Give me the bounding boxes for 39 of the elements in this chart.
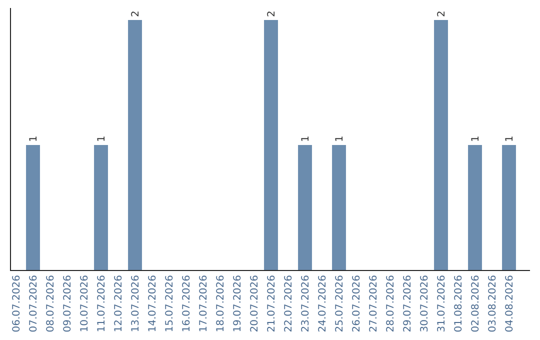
x-tick-label: 15.07.2026 — [164, 275, 176, 332]
x-tick-label: 06.07.2026 — [12, 275, 22, 332]
data-label: 1 — [504, 136, 516, 142]
x-tick-label: 18.07.2026 — [216, 275, 226, 332]
x-tick-label: 12.07.2026 — [114, 275, 124, 332]
x-tick-label: 24.07.2026 — [318, 275, 328, 332]
data-label: 1 — [96, 136, 108, 142]
x-tick-label: 07.07.2026 — [28, 275, 40, 332]
x-tick-label: 02.08.2026 — [470, 275, 482, 332]
x-tick-label: 10.07.2026 — [80, 275, 90, 332]
x-tick-label: 28.07.2026 — [386, 275, 396, 332]
x-tick-label: 04.08.2026 — [504, 275, 516, 332]
x-tick-label: 23.07.2026 — [300, 275, 312, 332]
x-tick-label: 27.07.2026 — [368, 275, 380, 332]
x-tick-label: 13.07.2026 — [130, 275, 142, 332]
x-tick-label: 26.07.2026 — [352, 275, 362, 332]
x-tick-label: 20.07.2026 — [250, 275, 260, 332]
data-label: 1 — [334, 136, 346, 142]
data-label: 1 — [300, 136, 312, 142]
x-tick-label: 22.07.2026 — [284, 275, 294, 332]
data-label: 2 — [436, 10, 448, 17]
x-tick-label: 19.07.2026 — [232, 275, 244, 332]
x-tick-label: 09.07.2026 — [62, 275, 74, 332]
x-tick-label: 31.07.2026 — [436, 275, 448, 332]
x-tick-label: 03.08.2026 — [488, 275, 498, 332]
x-tick-label: 30.07.2026 — [420, 275, 430, 332]
x-tick-label: 16.07.2026 — [182, 275, 192, 332]
x-tick-label: 17.07.2026 — [198, 275, 210, 332]
data-label: 2 — [266, 10, 278, 17]
x-tick-label: 29.07.2026 — [402, 275, 414, 332]
x-tick-label: 25.07.2026 — [334, 275, 346, 332]
data-label: 1 — [470, 136, 482, 142]
x-tick-label: 21.07.2026 — [266, 275, 278, 332]
x-tick-label: 08.07.2026 — [46, 275, 56, 332]
x-tick-label: 11.07.2026 — [96, 275, 108, 332]
data-label: 1 — [28, 136, 40, 142]
data-label: 2 — [130, 10, 142, 17]
x-tick-label: 01.08.2026 — [454, 275, 464, 332]
x-tick-label: 14.07.2026 — [148, 275, 158, 332]
